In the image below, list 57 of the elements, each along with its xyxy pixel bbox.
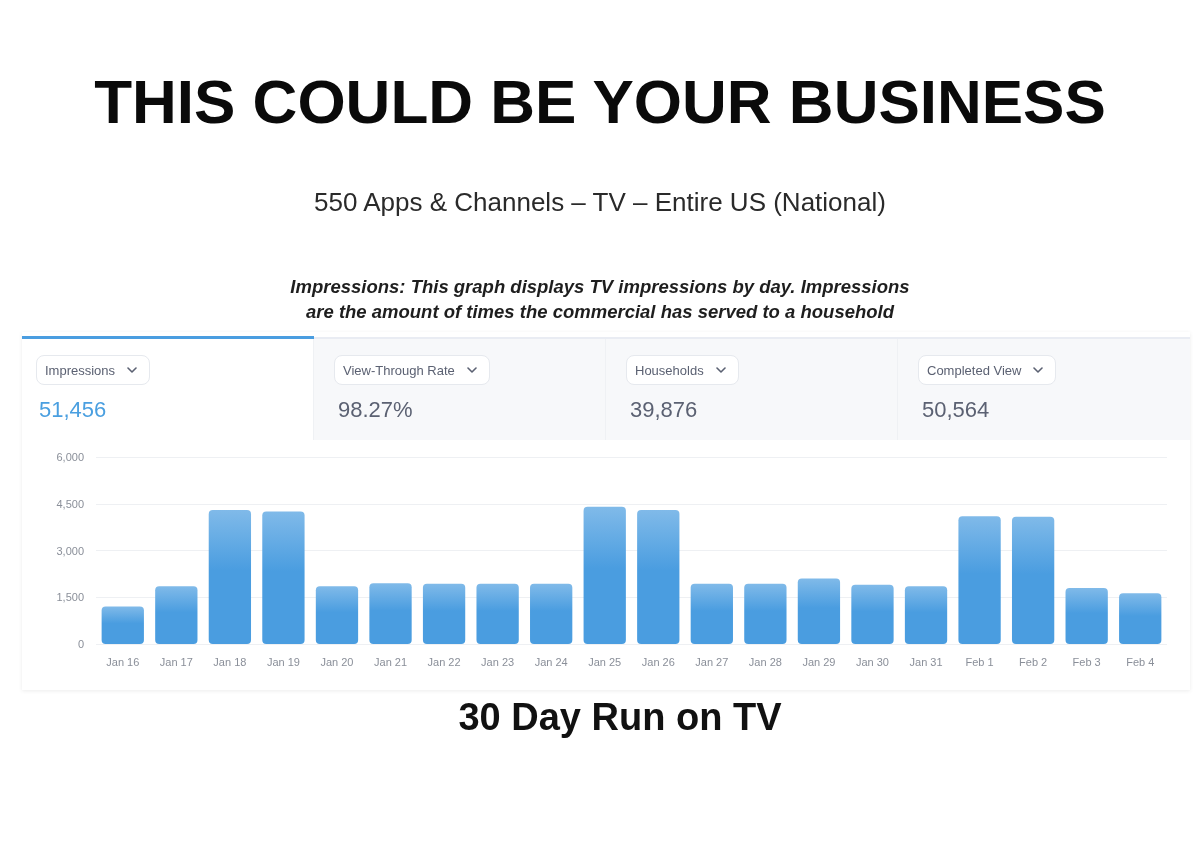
bar xyxy=(690,583,733,644)
x-tick-label: Feb 1 xyxy=(965,655,994,668)
x-tick-label: Jan 19 xyxy=(266,655,300,668)
bar xyxy=(422,583,466,644)
x-tick-label: Jan 18 xyxy=(213,655,247,668)
metric-tile: View-Through Rate 98.27% xyxy=(314,339,606,440)
bar xyxy=(851,584,894,644)
y-tick-label: 3,000 xyxy=(56,544,84,557)
bar xyxy=(1065,587,1108,644)
x-tick-label: Jan 29 xyxy=(802,655,836,668)
x-tick-label: Jan 22 xyxy=(427,655,461,668)
bar xyxy=(797,578,841,644)
bar xyxy=(637,509,680,644)
x-tick-label: Jan 26 xyxy=(641,655,675,668)
x-tick-label: Jan 20 xyxy=(320,655,354,668)
metric-dropdown: View-Through Rate xyxy=(334,355,490,385)
bar xyxy=(155,586,198,644)
text: Impressions: This graph displays TV impressions by day. Impressions are the amount of times the commercial has served to a household xyxy=(289,275,911,324)
metric-dropdown: Impressions xyxy=(36,355,151,385)
y-tick-label: 0 xyxy=(77,638,84,650)
x-tick-label: Feb 2 xyxy=(1019,655,1048,668)
y-tick-label: 4,500 xyxy=(56,497,84,510)
y-tick-label: 6,000 xyxy=(56,451,84,463)
x-tick-label: Jan 28 xyxy=(748,655,782,668)
bar xyxy=(530,583,573,644)
x-tick-label: Jan 31 xyxy=(909,655,943,668)
chart-title: THIS COULD BE YOUR BUSINESS xyxy=(93,66,1107,138)
x-tick-label: Jan 21 xyxy=(374,655,408,668)
bar xyxy=(476,583,519,644)
bar xyxy=(369,583,412,644)
metric-dropdown: Households xyxy=(626,355,739,385)
metric-tile: Households 39,876 xyxy=(606,339,898,440)
bar xyxy=(744,583,787,644)
x-tick-label: Jan 16 xyxy=(106,655,140,668)
x-tick-label: Jan 27 xyxy=(695,655,729,668)
metric-tile: Completed View 50,564 xyxy=(898,339,1190,440)
text: 30 Day Run on TV xyxy=(457,695,783,740)
x-tick-label: Feb 4 xyxy=(1126,655,1155,668)
y-tick-label: 1,500 xyxy=(56,591,84,604)
bar xyxy=(583,506,626,644)
bar xyxy=(958,516,1001,644)
bar xyxy=(208,509,252,644)
metric-tile: Impressions 51,456 xyxy=(22,339,314,440)
x-tick-label: Jan 30 xyxy=(855,655,889,668)
x-tick-label: Jan 24 xyxy=(534,655,568,668)
chart-subtitle: 550 Apps & Channels – TV – Entire US (National) xyxy=(313,186,887,218)
bar xyxy=(1011,516,1055,644)
x-tick-label: Feb 3 xyxy=(1072,655,1101,668)
bar xyxy=(101,606,144,644)
metric-dropdown: Completed View xyxy=(918,355,1057,385)
bar xyxy=(1119,593,1162,644)
bar xyxy=(904,586,948,644)
x-tick-label: Jan 25 xyxy=(588,655,622,668)
x-tick-label: Jan 23 xyxy=(481,655,515,668)
bar xyxy=(262,511,305,644)
x-tick-label: Jan 17 xyxy=(159,655,193,668)
bar xyxy=(315,586,359,644)
